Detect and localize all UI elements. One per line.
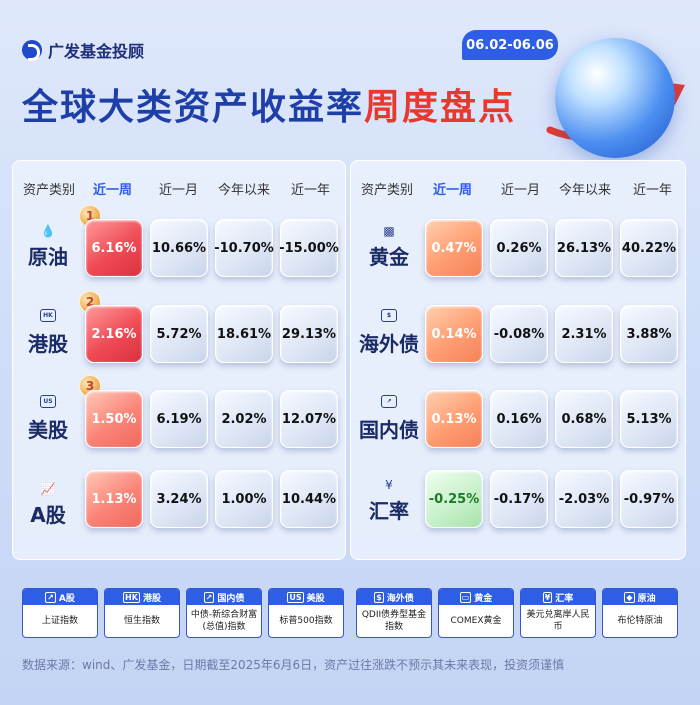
value-cell: -0.17% xyxy=(490,470,548,528)
left-asset-panel: 资产类别 近一周 近一月 今年以来 近一年 💧 原油 1 6.16% 10.66… xyxy=(12,160,346,560)
data-source-note: 数据来源：wind、广发基金，日期截至2025年6月6日，资产过往涨跌不预示其未… xyxy=(22,658,565,672)
value-cell: 26.13% xyxy=(555,219,613,277)
asset-label-hk: HK 港股 xyxy=(27,309,69,357)
date-range-badge: 06.02-06.06 xyxy=(462,30,558,60)
us-icon: US xyxy=(40,395,56,408)
chart-icon: 📈 xyxy=(40,482,56,496)
value-cell: 2.02% xyxy=(215,390,273,448)
legend-oil: ◆ 原油 布伦特原油 xyxy=(602,588,678,638)
hk-icon: HK xyxy=(123,591,140,603)
header-ytd: 今年以来 xyxy=(559,183,612,198)
value-cell: 1.50% xyxy=(85,390,143,448)
asset-label-gold: ▩ 黄金 xyxy=(363,221,415,270)
value-cell: 0.47% xyxy=(425,219,483,277)
us-icon: US xyxy=(287,591,304,603)
bond-icon: ↗ xyxy=(203,591,215,603)
dollar-icon: $ xyxy=(374,591,384,603)
brand-name: 广发基金投顾 xyxy=(48,42,145,61)
value-cell: 0.68% xyxy=(555,390,613,448)
legend-gold: ▭ 黄金 COMEX黄金 xyxy=(438,588,514,638)
brand: 广发基金投顾 xyxy=(22,38,144,62)
dollar-icon: $ xyxy=(381,309,397,322)
value-cell: 2.31% xyxy=(555,305,613,363)
yen-icon: ¥ xyxy=(542,591,553,603)
value-cell: 1.13% xyxy=(85,470,143,528)
asset-label-overseas-bond: $ 海外债 xyxy=(357,309,421,357)
value-cell: 5.72% xyxy=(150,305,208,363)
value-cell: -15.00% xyxy=(279,219,339,277)
asset-label-us: US 美股 xyxy=(27,395,69,443)
title-main: 全球大类资产收益率 xyxy=(22,87,365,128)
value-cell: 0.16% xyxy=(490,390,548,448)
value-cell: 0.13% xyxy=(425,390,483,448)
legend-domestic-bond: ↗ 国内债 中债-新综合财富(总值)指数 xyxy=(186,588,262,638)
value-cell: 12.07% xyxy=(280,390,338,448)
gold-icon: ▭ xyxy=(459,591,472,603)
header-year: 近一年 xyxy=(633,183,673,198)
yen-icon: ¥ xyxy=(385,478,393,492)
value-cell: 18.61% xyxy=(215,305,273,363)
value-cell: -0.25% xyxy=(425,470,483,528)
header-week: 近一周 xyxy=(93,183,133,198)
value-cell: 6.19% xyxy=(150,390,208,448)
title-highlight: 周度盘点 xyxy=(364,87,517,128)
legend-fx: ¥ 汇率 美元兑离岸人民币 xyxy=(520,588,596,638)
page-title: 全球大类资产收益率周度盘点 xyxy=(22,78,516,130)
value-cell: 29.13% xyxy=(280,305,338,363)
value-cell: 10.44% xyxy=(280,470,338,528)
header-year: 近一年 xyxy=(291,183,331,198)
droplet-icon: ◆ xyxy=(624,591,635,603)
gold-icon: ▩ xyxy=(383,224,395,238)
value-cell: 10.66% xyxy=(150,219,208,277)
value-cell: -10.70% xyxy=(214,219,274,277)
value-cell: 3.24% xyxy=(150,470,208,528)
legend-us: US 美股 标普500指数 xyxy=(268,588,344,638)
legend-hk: HK 港股 恒生指数 xyxy=(104,588,180,638)
header-asset-class: 资产类别 xyxy=(23,183,76,198)
asset-label-oil: 💧 原油 xyxy=(27,221,69,270)
header-asset-class: 资产类别 xyxy=(361,183,414,198)
asset-label-a-share: 📈 A股 xyxy=(27,479,69,528)
header-month: 近一月 xyxy=(159,183,199,198)
legend-a-share: ↗ A股 上证指数 xyxy=(22,588,98,638)
globe-icon xyxy=(555,38,675,158)
value-cell: 6.16% xyxy=(85,219,143,277)
brand-logo-icon xyxy=(22,40,42,61)
value-cell: 5.13% xyxy=(620,390,678,448)
value-cell: 0.14% xyxy=(425,305,483,363)
value-cell: 40.22% xyxy=(620,219,678,277)
chart-icon: ↗ xyxy=(45,591,56,603)
value-cell: 0.26% xyxy=(490,219,548,277)
value-cell: -0.08% xyxy=(490,305,548,363)
header-ytd: 今年以来 xyxy=(218,183,271,198)
header-month: 近一月 xyxy=(501,183,541,198)
value-cell: 2.16% xyxy=(85,305,143,363)
value-cell: -2.03% xyxy=(555,470,613,528)
hk-icon: HK xyxy=(40,309,56,322)
value-cell: 1.00% xyxy=(215,470,273,528)
right-asset-panel: 资产类别 近一周 近一月 今年以来 近一年 ▩ 黄金 0.47% 0.26% 2… xyxy=(350,160,686,560)
value-cell: -0.97% xyxy=(620,470,678,528)
bond-icon: ↗ xyxy=(381,395,397,408)
droplet-icon: 💧 xyxy=(40,224,56,238)
header-week: 近一周 xyxy=(433,183,473,198)
legend-overseas-bond: $ 海外债 QDII债券型基金指数 xyxy=(356,588,432,638)
asset-label-fx: ¥ 汇率 xyxy=(363,475,415,524)
asset-label-domestic-bond: ↗ 国内债 xyxy=(357,395,421,443)
value-cell: 3.88% xyxy=(620,305,678,363)
